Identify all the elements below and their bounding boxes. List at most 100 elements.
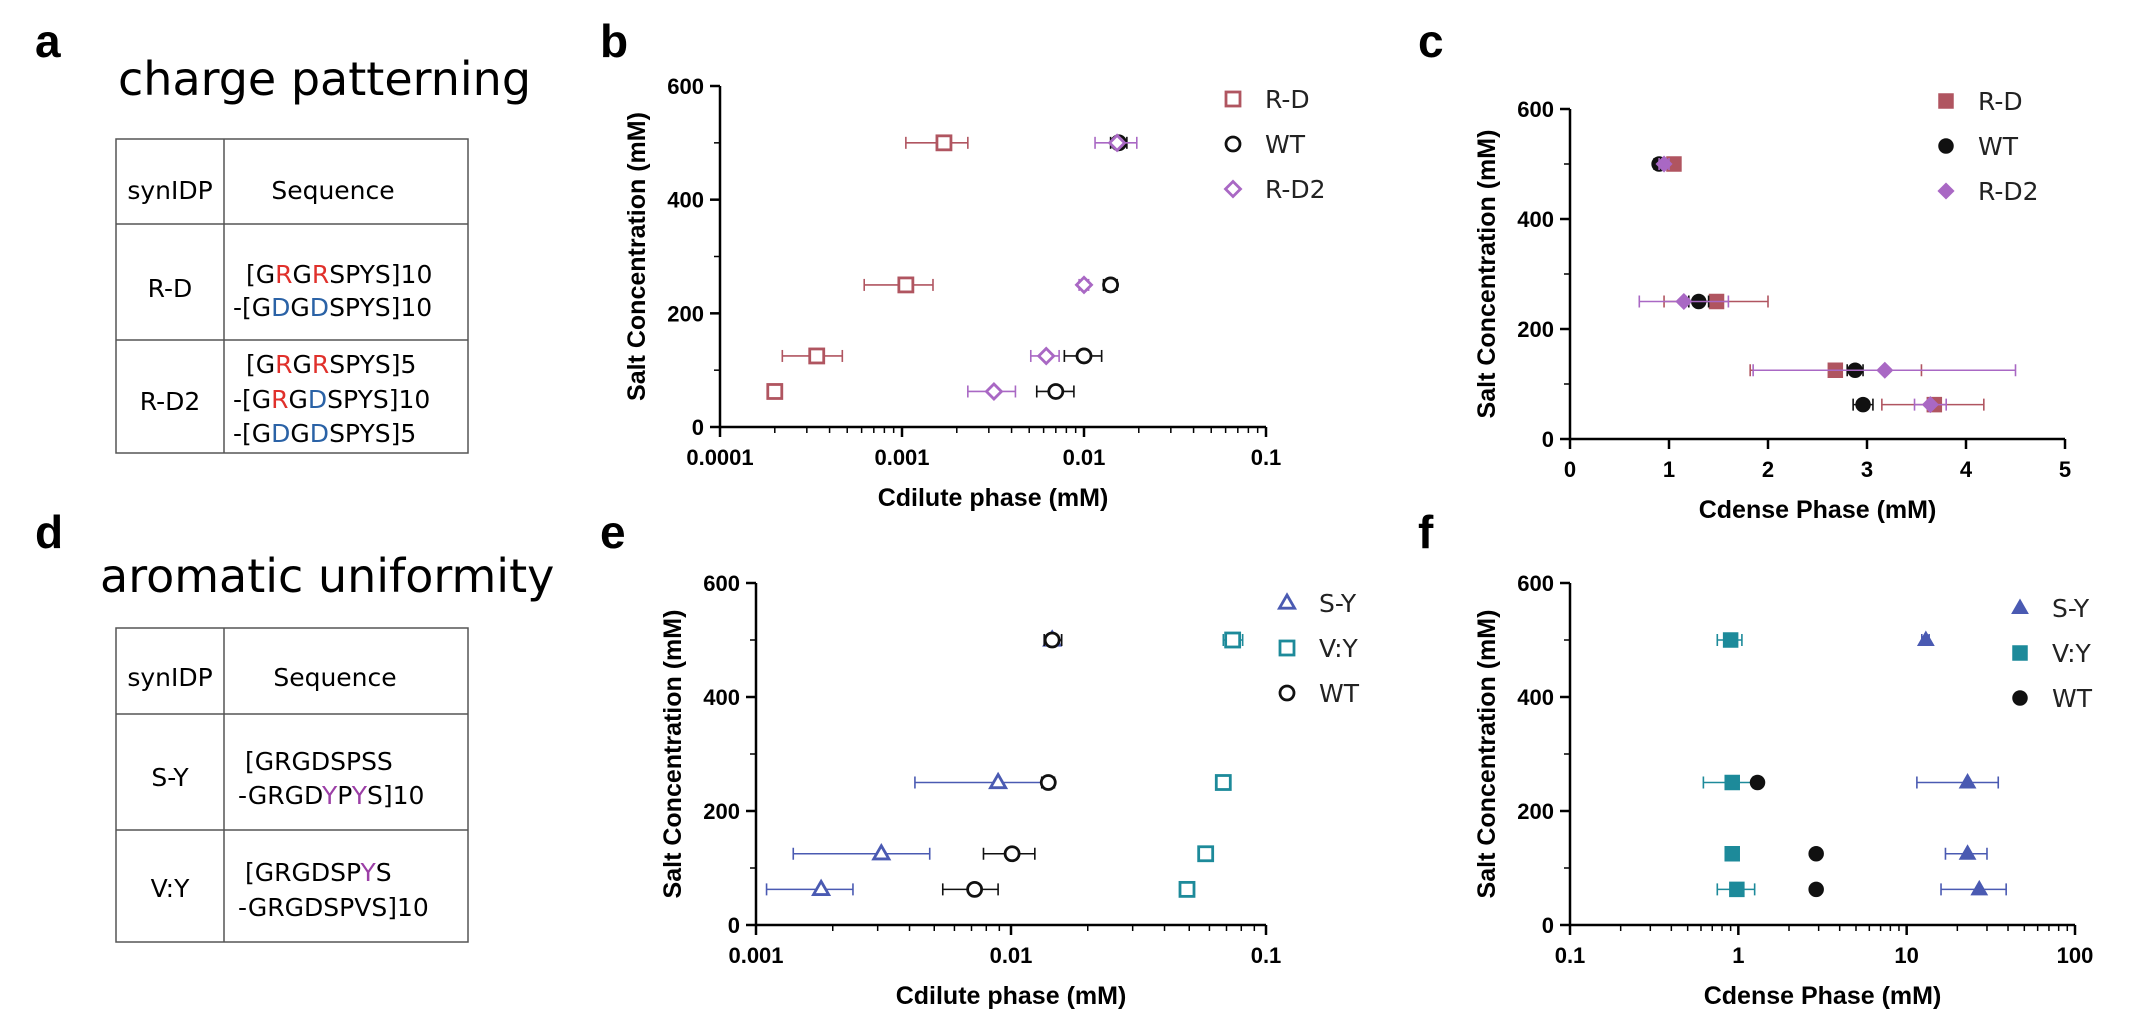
data-point (1003, 845, 1021, 863)
table-header-sequence: Sequence (273, 663, 396, 692)
y-axis-title: Salt Concentration (mM) (659, 610, 687, 899)
sequence-segment: Y (321, 781, 338, 810)
x-tick-label: 0.01 (990, 943, 1033, 968)
panel-letter-a: a (35, 15, 61, 67)
data-point (1808, 881, 1824, 898)
legend-marker (2011, 598, 2029, 614)
panel-letter-c: c (1418, 15, 1444, 67)
table-header-sequence: Sequence (271, 176, 394, 205)
y-axis-title: Salt Concentration (mM) (623, 112, 651, 401)
series-R-D (1663, 156, 1985, 413)
data-point (1970, 879, 1989, 896)
y-tick-label: 600 (1517, 97, 1554, 122)
data-point (897, 276, 915, 294)
sequence-segment: R (312, 350, 329, 379)
data-point (984, 381, 1004, 401)
data-point (1039, 774, 1057, 791)
y-tick-label: 200 (667, 301, 704, 326)
legend-label: WT (1319, 679, 1360, 708)
sequence-segment: D (310, 419, 329, 448)
sequence-segment: P (337, 781, 352, 810)
legend-label: WT (1978, 132, 2019, 161)
data-point (1808, 846, 1824, 862)
sequence-segment: -GRGDSPVS]10 (238, 893, 429, 922)
sequence-line: -GRGDSPVS]10 (238, 893, 429, 922)
sequence-line: [GRGRSPYS]10 (246, 260, 432, 289)
data-point (988, 771, 1009, 790)
data-point (1876, 361, 1894, 379)
y-tick-label: 400 (703, 685, 740, 710)
sequence-segment: D (271, 419, 290, 448)
chart-e-dilute-aromatic: 0.001 0.01 0.1 0 200 400 600 Cdilute phase (mM)… (659, 571, 1360, 1010)
data-point (1036, 346, 1056, 366)
y-tick-label: 0 (1542, 427, 1554, 452)
y-tick-label: 0 (728, 913, 740, 938)
legend-marker (2012, 690, 2028, 706)
y-tick-label: 600 (1517, 571, 1554, 596)
y-tick-label: 0 (1542, 913, 1554, 938)
legend-marker (1938, 138, 1954, 154)
panel-letter-e: e (600, 506, 626, 558)
sequence-segment: [GRGDSPSS (245, 747, 393, 776)
sequence-segment: -[G (233, 385, 271, 414)
table-title: charge patterning (118, 52, 531, 106)
series-WT (941, 631, 1063, 898)
data-point (1197, 845, 1215, 863)
y-axis-title: Salt Concentration (mM) (1473, 130, 1501, 419)
series-R-D (766, 134, 969, 400)
sequence-segment: [G (246, 350, 275, 379)
sequence-segment: R (275, 350, 292, 379)
sequence-segment: Y (360, 858, 377, 887)
x-tick-label: 1 (1663, 457, 1675, 482)
panel-letter-b: b (600, 15, 628, 67)
series-R-D2 (1638, 155, 2017, 414)
x-tick-label: 100 (2057, 943, 2094, 968)
legend-label: WT (1265, 130, 1306, 159)
legend-marker (1224, 135, 1242, 153)
sequence-line: -[GDGDSPYS]10 (233, 293, 432, 322)
sequence-segment: [GRGDSP (245, 858, 361, 887)
y-tick-label: 400 (667, 188, 704, 213)
series-V:Y (1178, 631, 1244, 898)
table-title: aromatic uniformity (100, 549, 554, 603)
data-point (1224, 631, 1242, 649)
series-V:Y (1702, 632, 1756, 898)
legend-label: V:Y (1319, 634, 1358, 663)
x-axis-title: Cdilute phase (mM) (896, 982, 1127, 1010)
legend-label: R-D2 (1265, 175, 1326, 204)
table-border (115, 138, 469, 454)
x-tick-label: 0.1 (1251, 445, 1282, 470)
sequence-segment: SPYS]5 (329, 350, 416, 379)
legend-label: R-D (1265, 85, 1310, 114)
x-tick-label: 3 (1861, 457, 1873, 482)
sequence-segment: Y (351, 781, 368, 810)
data-point (1074, 275, 1094, 295)
x-tick-label: 4 (1960, 457, 1973, 482)
y-tick-label: 400 (1517, 207, 1554, 232)
data-point (1107, 133, 1127, 153)
sequence-segment: S]10 (367, 781, 424, 810)
sequence-line: -[GRGDSPYS]10 (233, 385, 430, 414)
sequence-segment: S (376, 858, 392, 887)
sequence-segment: SPYS]10 (329, 260, 432, 289)
x-axis-title: Cdilute phase (mM) (878, 484, 1109, 512)
data-point (1724, 774, 1740, 791)
sequence-line: -GRGDYPYS]10 (238, 781, 424, 810)
table-row-name: R-D2 (140, 387, 201, 416)
sequence-segment: G (293, 350, 312, 379)
y-tick-label: 200 (703, 799, 740, 824)
x-tick-label: 0.01 (1063, 445, 1106, 470)
legend-marker (1278, 639, 1296, 657)
sequence-segment: G (289, 385, 308, 414)
table-header-synidp: synIDP (127, 176, 212, 205)
legend-marker (1276, 592, 1298, 610)
legend-marker (1224, 90, 1242, 108)
x-tick-label: 0.0001 (686, 445, 753, 470)
legend-label: R-D2 (1978, 177, 2039, 206)
chart-c-dense-charge: 0 1 2 3 4 5 0 200 400 600 Cdense Phase (mM) Salt Co… (1473, 87, 2071, 524)
series-WT (1749, 774, 1824, 898)
x-tick-label: 2 (1762, 457, 1774, 482)
sequence-segment: [G (246, 260, 275, 289)
x-tick-label: 10 (1894, 943, 1918, 968)
data-point (1958, 844, 1977, 860)
